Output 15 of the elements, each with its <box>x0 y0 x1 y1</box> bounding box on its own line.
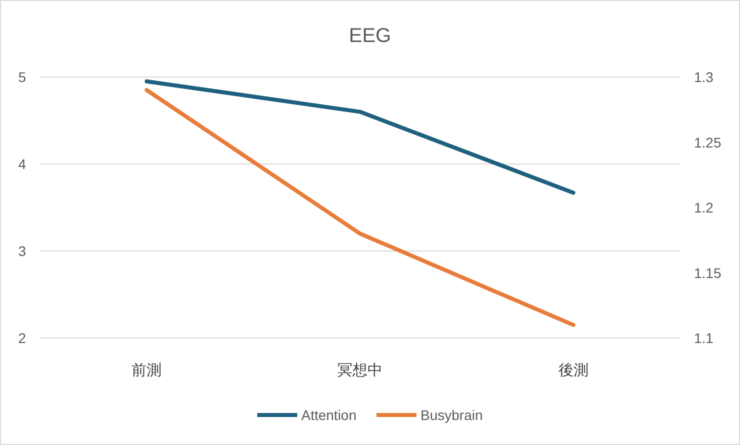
x-tick-label: 後測 <box>558 362 588 379</box>
x-tick-label: 冥想中 <box>338 362 382 379</box>
chart-title: EEG <box>348 25 392 47</box>
y-tick-label: 3 <box>18 243 26 259</box>
x-tick-label: 前測 <box>132 362 162 379</box>
y2-tick-label: 1.2 <box>694 200 714 216</box>
y-tick-label: 5 <box>18 69 26 85</box>
y2-tick-label: 1.25 <box>694 134 722 150</box>
legend-label: Attention <box>301 407 356 423</box>
y2-tick-label: 1.1 <box>694 330 714 346</box>
y-tick-label: 4 <box>18 156 26 172</box>
y2-tick-label: 1.3 <box>694 69 714 85</box>
y-tick-label: 2 <box>18 330 26 346</box>
y2-tick-label: 1.15 <box>694 264 722 281</box>
legend-label: Busybrain <box>420 407 483 423</box>
